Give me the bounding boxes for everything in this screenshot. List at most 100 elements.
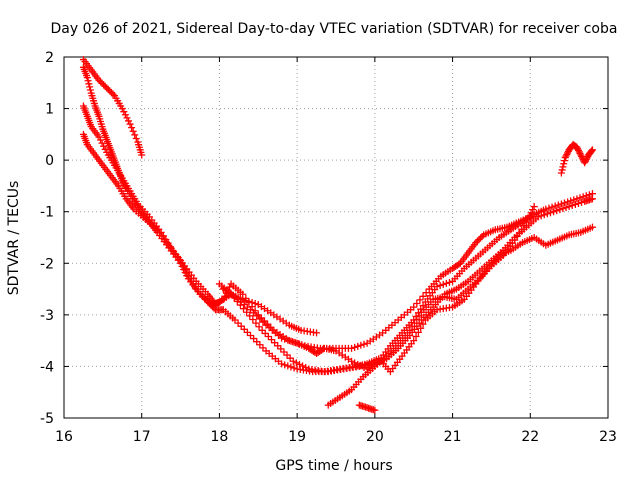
- data-point: [98, 79, 106, 87]
- chart-title: Day 026 of 2021, Sidereal Day-to-day VTE…: [51, 21, 618, 37]
- data-point: [515, 229, 523, 237]
- data-point: [226, 283, 234, 291]
- data-point: [565, 203, 573, 211]
- data-point: [245, 298, 253, 306]
- data-point: [252, 319, 260, 327]
- data-point: [237, 322, 245, 330]
- data-point: [121, 111, 129, 119]
- data-point: [230, 294, 238, 302]
- data-point: [239, 290, 247, 298]
- data-point: [207, 301, 215, 309]
- data-point: [280, 348, 288, 356]
- data-point: [562, 204, 570, 212]
- data-point: [129, 127, 137, 135]
- data-point: [131, 131, 139, 139]
- data-point: [408, 323, 416, 331]
- x-tick-label: 18: [211, 429, 229, 445]
- data-point: [243, 328, 251, 336]
- data-point: [84, 77, 92, 85]
- data-point: [264, 333, 272, 341]
- data-point: [100, 81, 108, 89]
- data-marks: [79, 56, 596, 414]
- data-point: [287, 363, 295, 371]
- data-point: [573, 143, 581, 151]
- y-axis-label: SDTVAR / TECUs: [6, 181, 22, 296]
- data-point: [281, 361, 289, 369]
- data-point: [166, 243, 174, 251]
- data-point: [284, 336, 292, 344]
- data-point: [97, 78, 105, 86]
- y-tick-label: 1: [45, 102, 54, 118]
- data-point: [290, 338, 298, 346]
- data-point: [559, 163, 567, 171]
- data-point: [278, 334, 286, 342]
- data-point: [445, 278, 453, 286]
- data-point: [417, 324, 425, 332]
- data-point: [290, 364, 298, 372]
- data-point: [181, 266, 189, 274]
- data-point: [442, 279, 450, 287]
- data-point: [550, 208, 558, 216]
- data-point: [138, 151, 146, 159]
- data-point: [246, 312, 254, 320]
- data-point: [267, 336, 275, 344]
- data-point: [125, 117, 133, 125]
- data-point: [255, 323, 263, 331]
- data-point: [132, 134, 140, 142]
- data-point: [95, 133, 103, 141]
- data-point: [357, 341, 365, 349]
- data-point: [118, 105, 126, 113]
- x-tick-label: 21: [444, 429, 462, 445]
- data-point: [540, 211, 548, 219]
- data-point: [284, 362, 292, 370]
- data-point: [564, 149, 572, 157]
- data-point: [414, 328, 422, 336]
- data-point: [511, 236, 519, 244]
- data-point: [236, 301, 244, 309]
- data-point: [289, 357, 297, 365]
- data-point: [577, 151, 585, 159]
- data-point: [261, 317, 269, 325]
- data-point: [86, 86, 94, 94]
- data-point: [281, 335, 289, 343]
- data-point: [581, 159, 589, 167]
- data-point: [100, 142, 108, 150]
- data-point: [178, 260, 186, 268]
- data-point: [557, 169, 565, 177]
- data-point: [103, 84, 111, 92]
- data-point: [564, 198, 572, 206]
- data-point: [576, 194, 584, 202]
- data-point: [274, 342, 282, 350]
- data-point: [436, 281, 444, 289]
- data-point: [208, 303, 216, 311]
- data-point: [585, 191, 593, 199]
- data-point: [106, 87, 114, 95]
- data-point: [302, 363, 310, 371]
- data-point: [518, 225, 526, 233]
- series-track-1: [79, 56, 146, 159]
- data-point: [251, 300, 259, 308]
- y-tick-label: -2: [40, 256, 54, 272]
- x-tick-label: 17: [133, 429, 151, 445]
- data-point: [560, 160, 568, 168]
- data-point: [520, 222, 528, 230]
- data-point: [475, 236, 483, 244]
- series-track-4: [79, 130, 596, 376]
- data-point: [240, 325, 248, 333]
- data-point: [126, 120, 134, 128]
- x-tick-label: 23: [599, 429, 617, 445]
- series-track-9: [557, 141, 596, 177]
- data-point: [256, 341, 264, 349]
- data-point: [416, 296, 424, 304]
- data-point: [576, 149, 584, 157]
- data-point: [543, 210, 551, 218]
- data-point: [354, 342, 362, 350]
- data-point: [574, 199, 582, 207]
- data-point: [253, 312, 261, 320]
- data-point: [530, 203, 538, 211]
- data-point: [542, 205, 550, 213]
- data-point: [234, 319, 242, 327]
- data-point: [415, 312, 423, 320]
- data-point: [258, 326, 266, 334]
- data-point: [573, 195, 581, 203]
